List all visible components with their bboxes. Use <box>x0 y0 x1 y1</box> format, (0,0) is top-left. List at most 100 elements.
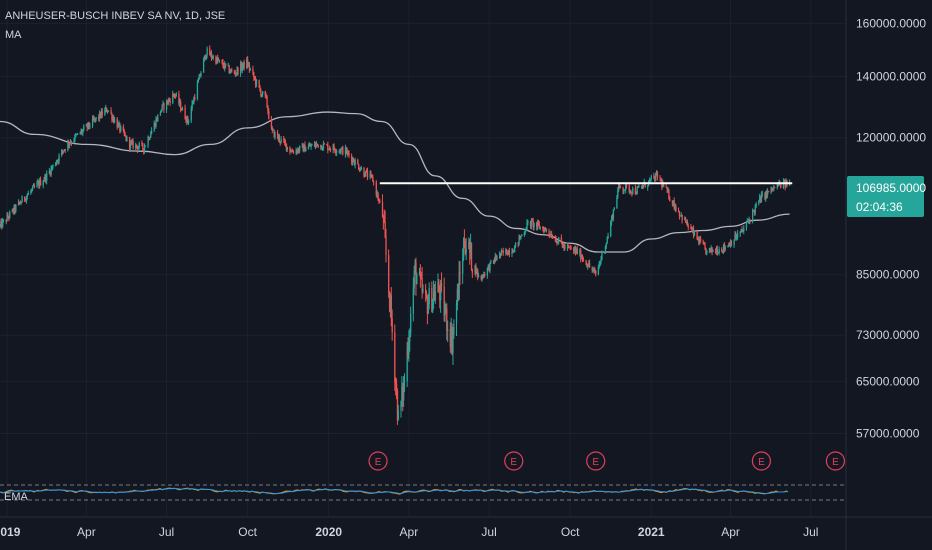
candle-body <box>254 78 257 85</box>
candle-body <box>469 241 471 253</box>
candle-body <box>329 148 332 150</box>
candle-body <box>194 97 196 99</box>
candle-body <box>338 150 340 152</box>
price-axis[interactable]: 160000.0000 140000.0000 120000.0000 85000.0… <box>856 16 926 440</box>
candle-body <box>267 106 269 112</box>
candle-body <box>532 221 534 228</box>
candle-body <box>191 103 193 109</box>
candle-body <box>476 269 478 274</box>
candle-body <box>402 386 404 401</box>
candle-body <box>729 241 732 247</box>
candle-body <box>316 143 318 145</box>
candle-body <box>770 187 772 193</box>
candle-body <box>481 275 483 279</box>
candle-body <box>575 248 578 253</box>
candle-body <box>51 167 53 169</box>
candle-body <box>79 133 81 134</box>
candle-body <box>113 119 116 123</box>
candle-body <box>597 266 600 275</box>
candle-body <box>26 195 29 197</box>
candle-body <box>162 103 164 105</box>
candle-body <box>776 183 778 188</box>
candle-body <box>449 329 452 347</box>
candle-body <box>595 271 597 275</box>
candle-body <box>475 265 477 274</box>
candle-body <box>443 286 445 316</box>
candle-body <box>492 260 495 261</box>
candle-body <box>629 190 631 193</box>
y-tick-label: 73000.0000 <box>856 328 920 342</box>
candle-body <box>699 238 701 245</box>
candle-body <box>582 259 585 261</box>
candle-body <box>459 272 461 274</box>
candle-body <box>57 160 59 162</box>
candle-body <box>13 205 15 213</box>
candle-body <box>130 142 133 143</box>
candle-body <box>529 221 532 227</box>
candle-body <box>199 74 201 77</box>
candle-body <box>416 275 418 285</box>
candle-body <box>58 155 60 162</box>
candle-body <box>598 263 600 267</box>
candle-body <box>710 247 712 251</box>
candle-body <box>494 256 496 262</box>
candle-body <box>212 56 214 59</box>
candle-body <box>654 176 656 181</box>
candle-body <box>56 160 58 163</box>
candle-body <box>235 72 237 75</box>
candle-body <box>452 335 454 353</box>
candle-body <box>262 91 264 95</box>
candle-body <box>106 111 109 113</box>
earnings-marker-glyph: E <box>592 457 599 468</box>
candle-body <box>118 123 120 125</box>
candle-body <box>142 143 144 149</box>
candle-body <box>283 138 285 140</box>
candle-body <box>286 146 288 151</box>
indicator-label[interactable]: MA <box>5 29 22 41</box>
candle-body <box>122 126 125 131</box>
candle-body <box>771 187 773 190</box>
candle-body <box>113 117 115 123</box>
oscillator-signal-line <box>0 487 788 495</box>
candle-body <box>717 253 719 254</box>
candle-body <box>358 169 361 171</box>
candle-body <box>500 250 503 256</box>
candle-body <box>558 237 560 242</box>
candle-body <box>401 386 403 401</box>
candle-body <box>432 299 434 312</box>
candle-body <box>551 234 553 238</box>
candle-body <box>740 229 742 232</box>
candle-body <box>692 228 694 230</box>
candle-body <box>69 143 71 146</box>
candle-body <box>156 118 158 122</box>
candle-body <box>248 64 251 70</box>
candle-body <box>709 248 711 251</box>
candle-body <box>783 180 786 182</box>
candle-body <box>730 241 733 246</box>
candle-body <box>307 146 310 150</box>
candle-body <box>447 329 449 331</box>
earnings-marker-circle <box>368 451 388 471</box>
time-axis[interactable]: 2019 Apr Jul Oct 2020 Apr Jul Oct 2021 Apr Jul <box>0 525 818 539</box>
candle-body <box>88 122 90 127</box>
candle-body <box>733 240 735 246</box>
candle-body <box>673 200 675 209</box>
candle-body <box>550 234 552 236</box>
candle-body <box>542 227 544 229</box>
candle-body <box>407 348 409 355</box>
candle-body <box>160 109 162 113</box>
candle-body <box>100 111 103 118</box>
candle-body <box>587 266 589 268</box>
candle-body <box>193 97 195 104</box>
candle-body <box>580 250 582 260</box>
price-badge: 106985.0000 02:04:36 <box>847 176 926 217</box>
candle-body <box>514 242 517 247</box>
candle-body <box>533 222 535 228</box>
candle-body <box>2 219 5 221</box>
candle-body <box>655 174 657 181</box>
earnings-marker-circle <box>504 451 524 471</box>
candle-body <box>83 126 85 130</box>
candle-body <box>167 99 170 104</box>
